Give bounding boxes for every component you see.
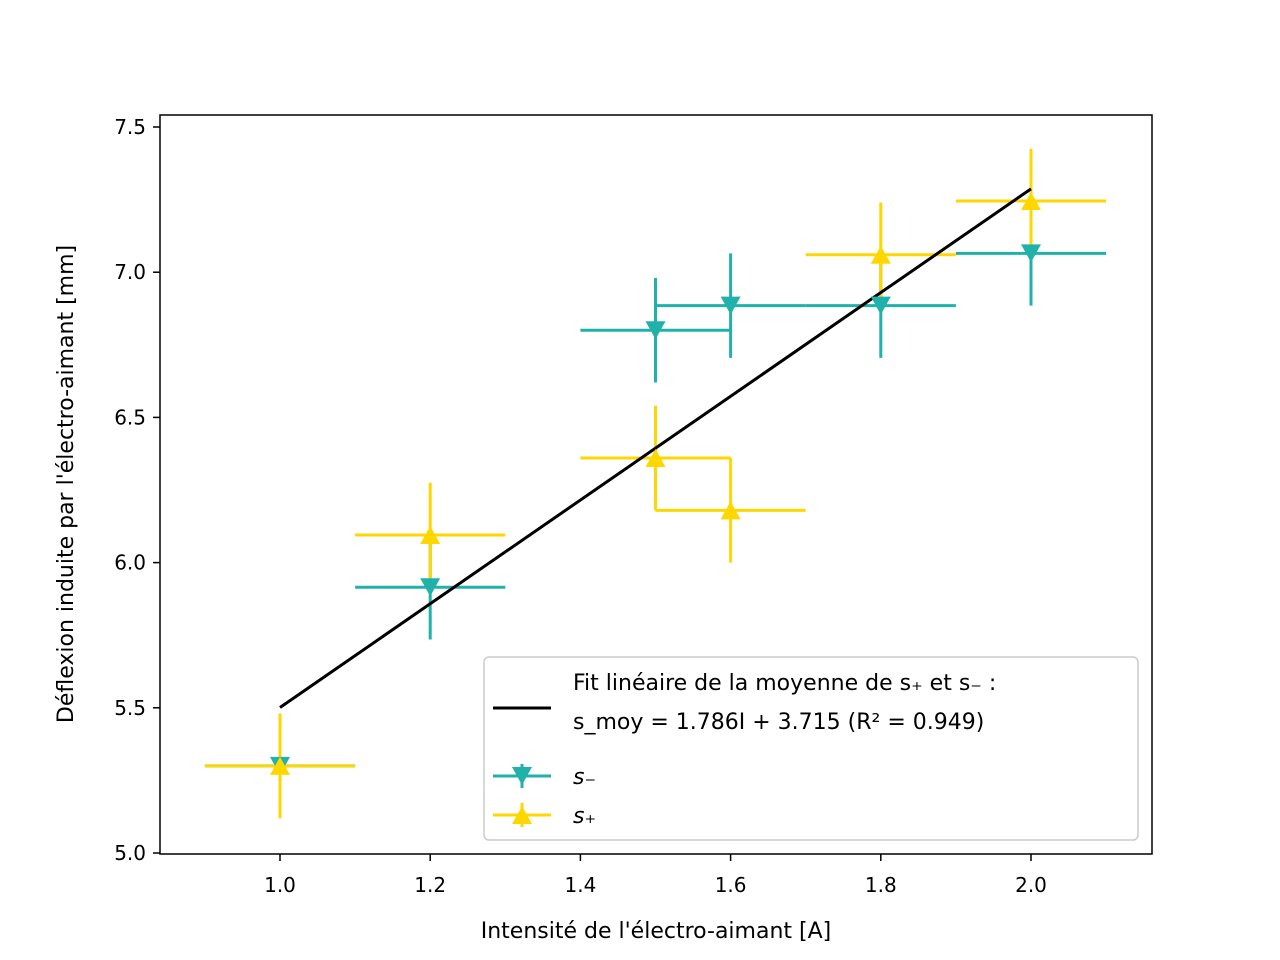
data-point-s-plus [870, 245, 891, 264]
data-point-s-plus [270, 756, 290, 775]
y-tick-label: 5.5 [114, 696, 146, 720]
x-tick-label: 1.2 [414, 873, 446, 897]
legend-swatch-marker [512, 806, 532, 824]
y-tick-label: 7.5 [114, 115, 146, 139]
x-tick-label: 1.4 [564, 873, 596, 897]
y-axis-label: Déflexion induite par l'électro-aimant [… [54, 245, 79, 723]
legend: Fit linéaire de la moyenne de s₊ et s₋ :… [483, 656, 1139, 841]
data-point-s-plus [645, 449, 666, 468]
data-point-s-minus [420, 578, 441, 597]
data-point-s-plus [720, 501, 741, 520]
data-point-s-minus [645, 321, 666, 340]
data-point-s-minus [1021, 244, 1041, 263]
markers [270, 192, 1041, 775]
y-tick-label: 5.0 [114, 841, 146, 865]
fit-line [279, 187, 1032, 709]
legend-fit-label-line1: Fit linéaire de la moyenne de s₊ et s₋ : [573, 671, 996, 696]
x-tick-label: 2.0 [1015, 873, 1047, 897]
data-point-s-minus [870, 296, 891, 315]
x-axis-ticks: 1.0 1.2 1.4 1.6 1.8 2.0 [264, 854, 1047, 897]
plot-frame [159, 114, 1153, 855]
x-tick-label: 1.8 [865, 873, 897, 897]
legend-swatch-marker [512, 767, 532, 785]
x-axis-label: Intensité de l'électro-aimant [A] [481, 919, 831, 944]
x-tick-label: 1.6 [715, 873, 747, 897]
x-tick-label: 1.0 [264, 873, 296, 897]
data-point-s-plus [420, 526, 441, 545]
legend-series: s₋ s₊ [493, 764, 596, 829]
y-tick-label: 6.5 [114, 405, 146, 429]
data-point-s-minus [720, 296, 741, 315]
legend-fit-label-line2: s_moy = 1.786I + 3.715 (R² = 0.949) [573, 710, 984, 735]
legend-series-label: s₊ [573, 804, 596, 829]
legend-frame [483, 656, 1139, 841]
data-point-s-plus [1021, 192, 1041, 211]
fit-layer [279, 187, 1032, 709]
y-tick-label: 7.0 [114, 260, 146, 284]
y-axis-ticks: 5.0 5.5 6.0 6.5 7.0 7.5 [114, 115, 160, 865]
legend-series-label: s₋ [573, 765, 596, 790]
y-tick-label: 6.0 [114, 551, 146, 575]
